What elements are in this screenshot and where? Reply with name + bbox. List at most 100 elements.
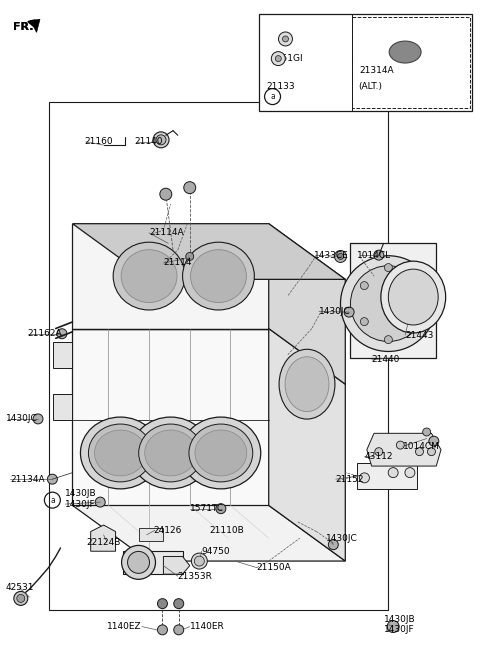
Polygon shape [350, 243, 436, 358]
Circle shape [384, 336, 392, 344]
Circle shape [271, 52, 285, 66]
Circle shape [17, 595, 25, 602]
Text: 21110B: 21110B [209, 526, 244, 535]
Circle shape [57, 328, 67, 339]
Text: 21152: 21152 [336, 474, 364, 484]
Polygon shape [53, 342, 72, 368]
Text: 1430JF: 1430JF [384, 625, 414, 635]
Polygon shape [53, 394, 72, 420]
Ellipse shape [139, 424, 203, 482]
Polygon shape [352, 17, 470, 108]
Circle shape [340, 256, 436, 351]
Ellipse shape [131, 417, 211, 489]
Circle shape [416, 447, 423, 456]
Text: 1140ER: 1140ER [190, 622, 225, 631]
Text: 21443: 21443 [405, 330, 433, 340]
Circle shape [282, 36, 288, 42]
Circle shape [157, 625, 168, 635]
Text: 94750: 94750 [202, 547, 230, 556]
Circle shape [33, 414, 43, 424]
Circle shape [408, 282, 416, 290]
Polygon shape [367, 434, 441, 466]
Ellipse shape [189, 424, 253, 482]
Polygon shape [91, 525, 116, 551]
Text: a: a [50, 495, 55, 505]
Polygon shape [48, 102, 388, 610]
Text: 1433CE: 1433CE [314, 250, 349, 260]
Text: 1430JC: 1430JC [319, 307, 351, 316]
Circle shape [360, 282, 368, 290]
Text: 21133: 21133 [266, 81, 295, 91]
Ellipse shape [389, 41, 421, 63]
Circle shape [387, 621, 399, 633]
Circle shape [408, 317, 416, 326]
Polygon shape [72, 223, 345, 279]
Ellipse shape [121, 250, 177, 302]
Circle shape [405, 468, 415, 478]
Circle shape [428, 447, 435, 456]
Circle shape [174, 625, 184, 635]
Polygon shape [357, 463, 417, 489]
Circle shape [328, 539, 338, 550]
Text: 1014CL: 1014CL [357, 250, 391, 260]
Text: 1430JB: 1430JB [65, 489, 97, 498]
Circle shape [388, 468, 398, 478]
Text: FR.: FR. [12, 22, 33, 32]
Circle shape [121, 545, 156, 579]
Circle shape [335, 250, 347, 262]
Text: 21440: 21440 [372, 355, 400, 365]
Text: 1430JF: 1430JF [65, 499, 96, 509]
Text: 21160: 21160 [84, 137, 113, 147]
Polygon shape [72, 328, 269, 505]
Circle shape [216, 504, 226, 514]
Ellipse shape [182, 242, 254, 310]
Circle shape [194, 556, 204, 566]
Circle shape [276, 56, 281, 62]
Ellipse shape [285, 357, 329, 411]
Circle shape [337, 254, 344, 260]
Text: 21114A: 21114A [149, 229, 184, 237]
Circle shape [153, 132, 169, 148]
Text: 1751GI: 1751GI [271, 54, 304, 63]
Circle shape [375, 447, 383, 456]
Ellipse shape [388, 269, 438, 325]
Circle shape [14, 591, 28, 605]
Ellipse shape [181, 417, 261, 489]
Text: 21134A: 21134A [10, 474, 45, 484]
Ellipse shape [88, 424, 152, 482]
Circle shape [384, 263, 392, 271]
Circle shape [396, 441, 404, 449]
Ellipse shape [195, 430, 247, 476]
Text: 42531: 42531 [5, 583, 34, 592]
Polygon shape [123, 551, 182, 574]
Text: 21114: 21114 [163, 258, 192, 267]
Circle shape [156, 135, 166, 145]
Text: 22124B: 22124B [87, 537, 121, 547]
Circle shape [423, 428, 431, 436]
Ellipse shape [113, 242, 185, 310]
Circle shape [360, 317, 368, 326]
Text: 24126: 24126 [154, 526, 182, 535]
Circle shape [344, 307, 354, 317]
Circle shape [160, 188, 172, 200]
Text: 21150A: 21150A [257, 563, 291, 572]
Polygon shape [269, 223, 345, 384]
Ellipse shape [144, 430, 196, 476]
Text: 1571TC: 1571TC [190, 504, 224, 513]
Circle shape [429, 436, 439, 446]
Polygon shape [140, 528, 163, 541]
Text: 1430JC: 1430JC [326, 533, 358, 543]
Text: (ALT.): (ALT.) [358, 81, 382, 91]
Ellipse shape [279, 350, 335, 419]
Text: 1430JB: 1430JB [384, 615, 415, 624]
Ellipse shape [381, 261, 445, 333]
Text: 1140EZ: 1140EZ [107, 622, 142, 631]
Polygon shape [259, 14, 472, 111]
Circle shape [192, 553, 207, 569]
Circle shape [350, 265, 426, 342]
Text: a: a [270, 92, 275, 101]
Circle shape [157, 599, 168, 608]
Text: 21353R: 21353R [178, 572, 213, 581]
Ellipse shape [191, 250, 246, 302]
Polygon shape [72, 505, 345, 561]
